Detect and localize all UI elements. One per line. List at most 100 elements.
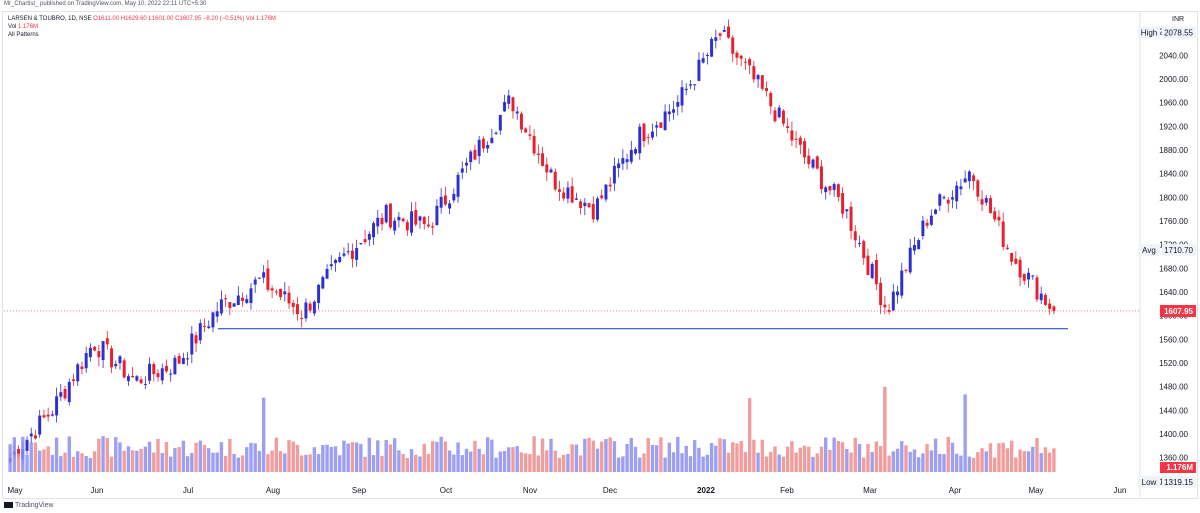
volume-bar[interactable]	[291, 441, 295, 472]
volume-bar[interactable]	[959, 455, 963, 472]
candle-body[interactable]	[828, 185, 832, 191]
candle-body[interactable]	[1043, 294, 1047, 305]
candle-body[interactable]	[169, 373, 173, 375]
volume-bar[interactable]	[587, 437, 591, 472]
candle-body[interactable]	[955, 185, 959, 202]
candle-body[interactable]	[152, 364, 156, 375]
candle-body[interactable]	[101, 341, 105, 360]
volume-bar[interactable]	[350, 442, 355, 472]
volume-bar[interactable]	[257, 450, 262, 472]
volume-bar[interactable]	[570, 444, 574, 472]
volume-bar[interactable]	[16, 453, 21, 472]
volume-bar[interactable]	[232, 453, 236, 472]
volume-bar[interactable]	[671, 452, 676, 472]
volume-bar[interactable]	[680, 453, 684, 472]
candle-body[interactable]	[190, 333, 194, 355]
candle-body[interactable]	[139, 379, 143, 384]
candle-body[interactable]	[684, 88, 688, 91]
volume-bar[interactable]	[97, 438, 101, 472]
volume-bar[interactable]	[638, 457, 642, 472]
volume-bar[interactable]	[405, 457, 410, 472]
volume-bar[interactable]	[384, 440, 388, 472]
candle-body[interactable]	[727, 26, 730, 38]
candle-body[interactable]	[287, 292, 291, 304]
candle-body[interactable]	[88, 347, 92, 358]
volume-bar[interactable]	[963, 394, 967, 472]
volume-bar[interactable]	[798, 447, 803, 472]
candle-body[interactable]	[38, 415, 42, 435]
volume-bar[interactable]	[228, 438, 232, 472]
candle-body[interactable]	[989, 198, 992, 214]
volume-bar[interactable]	[684, 445, 688, 472]
volume-bar[interactable]	[219, 442, 224, 472]
candle-body[interactable]	[431, 226, 435, 228]
candle-body[interactable]	[1052, 306, 1056, 311]
candle-body[interactable]	[443, 195, 447, 205]
volume-bar[interactable]	[308, 454, 312, 472]
volume-bar[interactable]	[1005, 448, 1010, 472]
volume-bar[interactable]	[152, 452, 156, 472]
candle-body[interactable]	[917, 240, 921, 250]
volume-bar[interactable]	[912, 449, 917, 472]
candle-body[interactable]	[198, 323, 202, 341]
volume-bar[interactable]	[756, 452, 760, 472]
candle-body[interactable]	[448, 203, 452, 209]
candle-body[interactable]	[308, 303, 312, 311]
candle-body[interactable]	[946, 199, 950, 204]
candle-body[interactable]	[710, 38, 714, 57]
volume-bar[interactable]	[359, 443, 363, 472]
candle-body[interactable]	[980, 199, 984, 205]
volume-bar[interactable]	[92, 451, 97, 472]
volume-bar[interactable]	[122, 450, 126, 472]
volume-bar[interactable]	[781, 456, 786, 472]
volume-bar[interactable]	[925, 443, 929, 472]
candle-body[interactable]	[883, 304, 887, 308]
candle-body[interactable]	[211, 312, 215, 328]
candle-body[interactable]	[519, 113, 523, 130]
candle-body[interactable]	[17, 449, 21, 457]
volume-bar[interactable]	[650, 444, 655, 472]
volume-bar[interactable]	[431, 441, 435, 472]
candle-body[interactable]	[836, 184, 840, 197]
candle-body[interactable]	[794, 138, 798, 140]
candle-body[interactable]	[532, 136, 536, 154]
candle-body[interactable]	[976, 180, 980, 197]
volume-bar[interactable]	[519, 452, 524, 472]
volume-bar[interactable]	[401, 454, 405, 472]
volume-bar[interactable]	[435, 441, 439, 472]
volume-bar[interactable]	[50, 454, 55, 472]
volume-bar[interactable]	[955, 453, 959, 472]
candle-body[interactable]	[879, 282, 883, 306]
candle-body[interactable]	[921, 220, 925, 237]
volume-bar[interactable]	[114, 437, 118, 472]
volume-bar[interactable]	[147, 441, 152, 472]
volume-bar[interactable]	[883, 386, 887, 472]
volume-bar[interactable]	[12, 437, 17, 472]
candle-body[interactable]	[824, 187, 828, 193]
candle-body[interactable]	[874, 259, 878, 285]
volume-bar[interactable]	[426, 453, 431, 472]
candle-body[interactable]	[295, 304, 299, 315]
candle-body[interactable]	[110, 348, 114, 368]
volume-bar[interactable]	[722, 439, 726, 472]
candle-body[interactable]	[59, 392, 63, 397]
volume-bar[interactable]	[523, 453, 528, 472]
candle-body[interactable]	[743, 61, 747, 63]
candle-body[interactable]	[959, 186, 963, 190]
volume-bar[interactable]	[329, 446, 333, 472]
candle-body[interactable]	[215, 311, 219, 317]
volume-bar[interactable]	[980, 448, 984, 472]
volume-bar[interactable]	[452, 454, 456, 472]
candle-body[interactable]	[634, 149, 638, 154]
volume-bar[interactable]	[135, 450, 139, 472]
volume-bar[interactable]	[300, 455, 304, 472]
candle-body[interactable]	[1031, 275, 1035, 277]
volume-bar[interactable]	[693, 440, 697, 472]
volume-bar[interactable]	[42, 449, 46, 472]
candle-body[interactable]	[388, 203, 392, 228]
candle-body[interactable]	[67, 381, 71, 403]
candle-body[interactable]	[659, 122, 663, 128]
candle-body[interactable]	[160, 368, 164, 381]
candle-body[interactable]	[262, 272, 266, 278]
candle-body[interactable]	[114, 363, 118, 367]
